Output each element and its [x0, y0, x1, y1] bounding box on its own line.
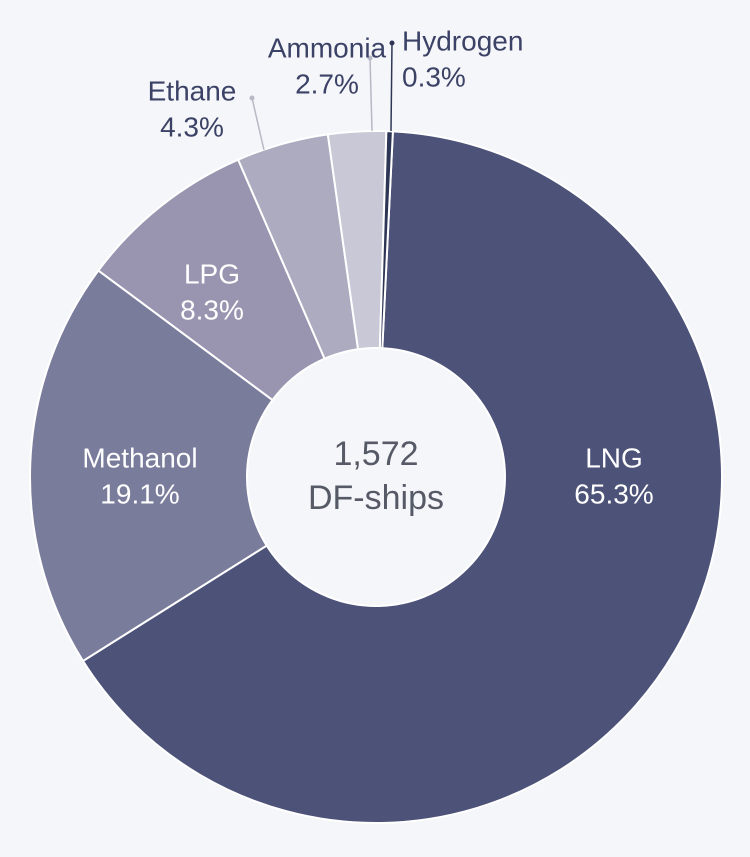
leader-dot	[389, 40, 395, 46]
slice-value: 65.3%	[574, 478, 653, 509]
leader-line	[251, 97, 265, 151]
donut-hole	[246, 347, 506, 607]
slice-value: 8.3%	[180, 294, 244, 325]
center-label: DF-ships	[308, 479, 444, 517]
slice-name: Methanol	[82, 442, 197, 473]
slice-name: LNG	[585, 442, 643, 473]
slice-name: Ethane	[148, 75, 237, 106]
slice-value: 19.1%	[100, 478, 179, 509]
slice	[29, 269, 378, 663]
slice-value: 0.3%	[402, 61, 466, 92]
slice-value: 2.7%	[295, 68, 359, 99]
leader-dot	[249, 95, 255, 101]
slice-name: LPG	[184, 258, 240, 289]
slice-value: 4.3%	[160, 111, 224, 142]
leader-line	[390, 42, 393, 132]
leader-dot	[367, 55, 373, 61]
slice-name: Ammonia	[268, 32, 387, 63]
leader-line	[369, 57, 373, 132]
center-total: 1,572	[333, 435, 418, 473]
slice-name: Hydrogen	[402, 25, 523, 56]
labels: LNG 65.3% Methanol 19.1% LPG 8.3% Ethane 4.3% Am…	[82, 25, 653, 509]
